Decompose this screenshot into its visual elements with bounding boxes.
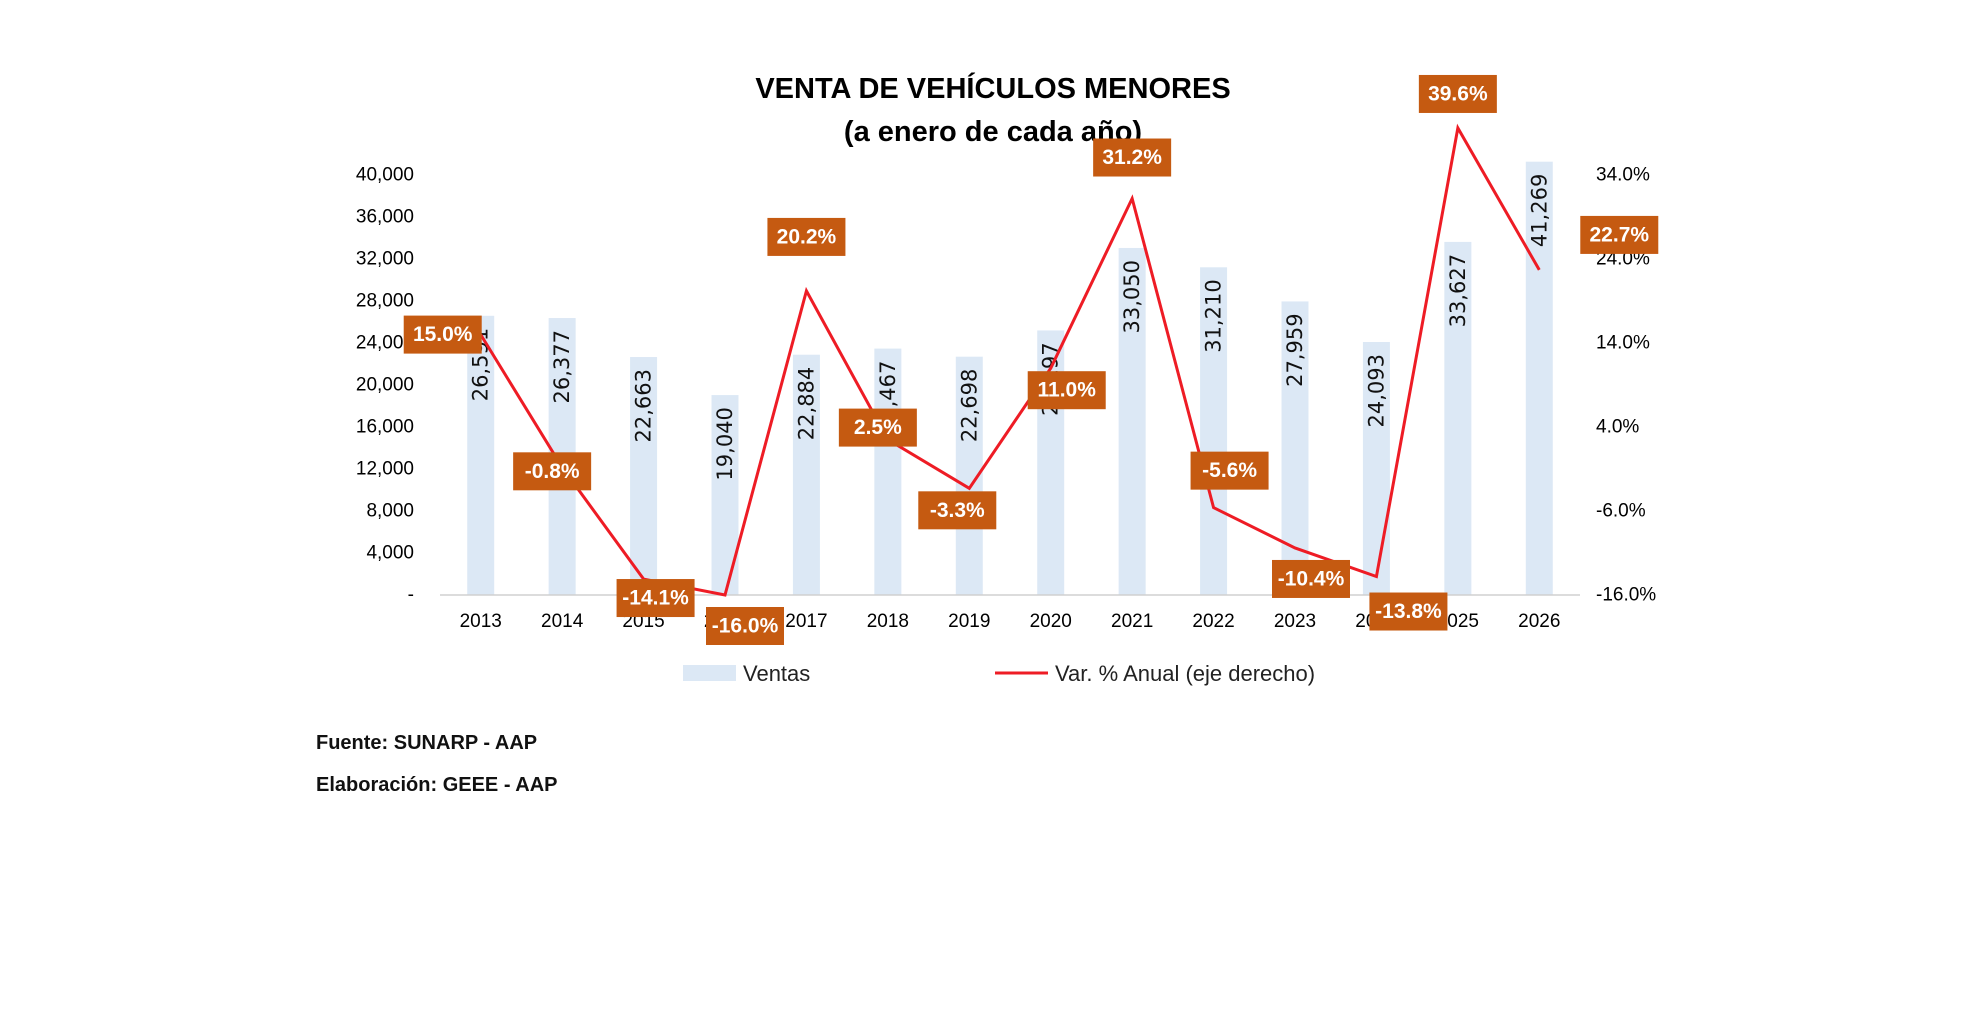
variation-label-box-2026 [1580,215,1659,254]
legend-label-ventas: Ventas [743,661,810,686]
bar-value-label-2023: 27,959 [1283,313,1307,386]
y-left-tick-label: 40,000 [356,165,414,186]
bar-2018 [874,348,902,595]
x-tick-label-2014: 2014 [541,611,584,632]
x-tick-label-2018: 2018 [867,611,909,632]
x-tick-label-2017: 2017 [785,611,827,632]
variation-label-2023: -10.4% [1278,567,1345,590]
variation-label-box-2018 [838,408,917,447]
bar-value-label-2017: 22,884 [794,367,818,440]
variation-label-box-2017 [767,217,846,256]
bar-value-label-2015: 22,663 [632,369,656,442]
variation-label-box-2023 [1272,559,1350,598]
bar-value-label-2022: 31,210 [1202,279,1226,352]
y-right-tick-label: -16.0% [1596,585,1656,606]
variation-label-2018: 2.5% [854,416,902,439]
variation-label-2021: 31.2% [1102,146,1162,169]
variation-label-2026: 22.7% [1590,223,1650,246]
y-left-tick-label: 12,000 [356,459,414,480]
legend: Ventas Var. % Anual (eje derecho) [683,661,1315,686]
elaboration-note: Elaboración: GEEE - AAP [316,774,558,796]
x-tick-label-2020: 2020 [1030,611,1072,632]
x-tick-label-2013: 2013 [460,611,502,632]
bar-2015 [630,357,658,595]
variation-label-2019: -3.3% [930,499,985,522]
x-tick-label-2026: 2026 [1518,611,1560,632]
bar-2021 [1118,247,1146,595]
x-tick-label-2021: 2021 [1111,611,1153,632]
y-left-tick-label: 16,000 [356,417,414,438]
labels-layer: 15.0% -0.8% -14.1% -16.0% 20.2% 2.5% -3.3% 11.0… [403,74,1659,645]
bar-2013 [467,315,495,595]
bar-value-label-2019: 22,698 [957,369,981,442]
x-tick-label-2023: 2023 [1274,611,1316,632]
bar-value-label-2025: 33,627 [1446,254,1470,327]
bar-2026 [1525,161,1553,595]
variation-label-2014: -0.8% [525,460,580,483]
bar-2023 [1281,301,1309,595]
y-right-tick-label: 14.0% [1596,333,1650,354]
variation-label-box-2015 [616,579,695,618]
variation-label-2022: -5.6% [1202,459,1257,482]
bar-2022 [1200,267,1228,595]
y-left-tick-label: 36,000 [356,207,414,228]
variation-label-box-2024 [1369,592,1448,631]
chart-title: VENTA DE VEHÍCULOS MENORES [755,71,1230,105]
y-left-tick-label: 4,000 [366,543,414,564]
variation-label-2024: -13.8% [1375,600,1442,623]
bar-value-label-2024: 24,093 [1364,354,1388,427]
bar-2017 [792,354,820,595]
variation-label-2025: 39.6% [1428,82,1488,105]
bar-value-label-2016: 19,040 [713,407,737,480]
variation-label-box-2025 [1418,74,1497,113]
y-right-tick-label: 4.0% [1596,417,1639,438]
chart-subtitle: (a enero de cada año) [844,116,1142,148]
y-left-tick-label: 32,000 [356,249,414,270]
bar-2024 [1362,342,1390,595]
variation-label-box-2014 [513,452,592,491]
y-left-tick-label: - [408,585,414,606]
legend-label-variation: Var. % Anual (eje derecho) [1055,661,1315,686]
variation-label-2015: -14.1% [622,587,689,610]
y-left-tick-label: 24,000 [356,333,414,354]
source-note: Fuente: SUNARP - AAP [316,732,538,754]
bar-2025 [1444,241,1472,595]
variation-label-box-2019 [918,491,997,530]
y-left-tick-label: 28,000 [356,291,414,312]
variation-label-box-2022 [1190,451,1269,490]
legend-swatch-ventas [683,665,736,681]
bar-value-label-2021: 33,050 [1120,260,1144,333]
variation-label-2016: -16.0% [712,615,779,638]
y-left-tick-label: 20,000 [356,375,414,396]
bar-value-label-2026: 41,269 [1527,174,1551,247]
bar-value-label-2014: 26,377 [550,330,574,403]
x-tick-label-2022: 2022 [1192,611,1234,632]
x-tick-label-2019: 2019 [948,611,990,632]
variation-label-2020: 11.0% [1038,379,1097,402]
variation-label-box-2021 [1093,138,1172,177]
variation-label-box-2016 [706,607,784,645]
y-right-tick-label: 34.0% [1596,165,1650,186]
variation-label-box-2013 [403,315,482,354]
y-left-tick-label: 8,000 [366,501,414,522]
variation-label-2013: 15.0% [413,323,473,346]
variation-label-box-2020 [1027,371,1106,410]
y-right-tick-label: -6.0% [1596,501,1646,522]
variation-label-2017: 20.2% [777,225,837,248]
